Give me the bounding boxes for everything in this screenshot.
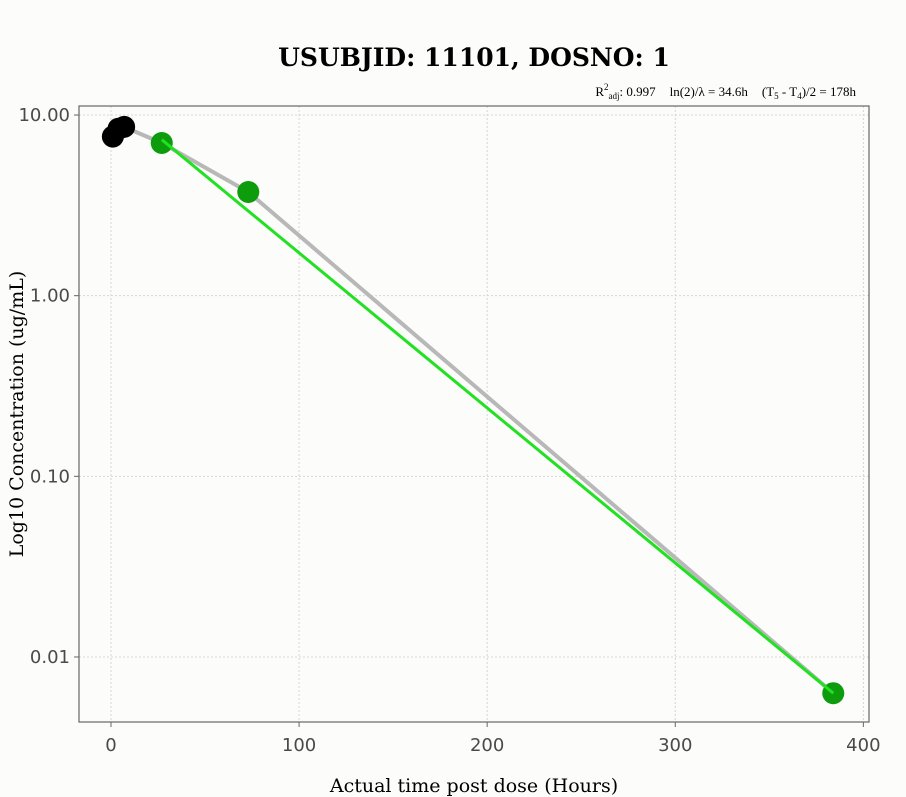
x-tick-label: 200 <box>470 735 504 756</box>
concentration-line <box>111 124 835 695</box>
r2-sub: adj <box>608 91 619 101</box>
halflife-text: ln(2)/λ = 34.6h <box>670 84 749 99</box>
interval-mid: - T <box>779 84 798 99</box>
fit-point <box>237 180 260 203</box>
axis-ticks: 0 100 200 300 400 0.01 0.10 1.00 10.00 <box>18 105 880 756</box>
interval-open: (T <box>762 84 774 99</box>
interval-close: )/2 = 178h <box>802 84 857 99</box>
y-axis-title: Log10 Concentration (ug/mL) <box>6 271 28 558</box>
interval-sub2: 4 <box>797 91 802 101</box>
excluded-point <box>113 115 136 138</box>
y-tick-label: 0.01 <box>30 647 70 668</box>
chart-title: USUBJID: 11101, DOSNO: 1 <box>278 43 670 72</box>
r2-label: R <box>595 84 604 99</box>
grid <box>79 106 869 722</box>
fit-point <box>150 132 173 155</box>
y-tick-label: 10.00 <box>18 105 70 126</box>
r2-sup: 2 <box>604 82 609 92</box>
x-tick-label: 100 <box>282 735 316 756</box>
x-tick-label: 0 <box>105 735 116 756</box>
interval-sub1: 5 <box>774 91 779 101</box>
fit-annotation: R2adj: 0.997 ln(2)/λ = 34.6h (T5 - T4)/2 =… <box>595 82 856 101</box>
x-axis-title: Actual time post dose (Hours) <box>329 775 618 797</box>
r2-value: : 0.997 <box>619 84 656 99</box>
plot-border <box>78 105 870 723</box>
y-tick-label: 1.00 <box>30 286 70 307</box>
y-tick-label: 0.10 <box>30 466 70 487</box>
plot-series <box>101 115 845 705</box>
x-tick-label: 300 <box>658 735 692 756</box>
regression-line <box>160 138 835 695</box>
x-tick-label: 400 <box>846 735 880 756</box>
